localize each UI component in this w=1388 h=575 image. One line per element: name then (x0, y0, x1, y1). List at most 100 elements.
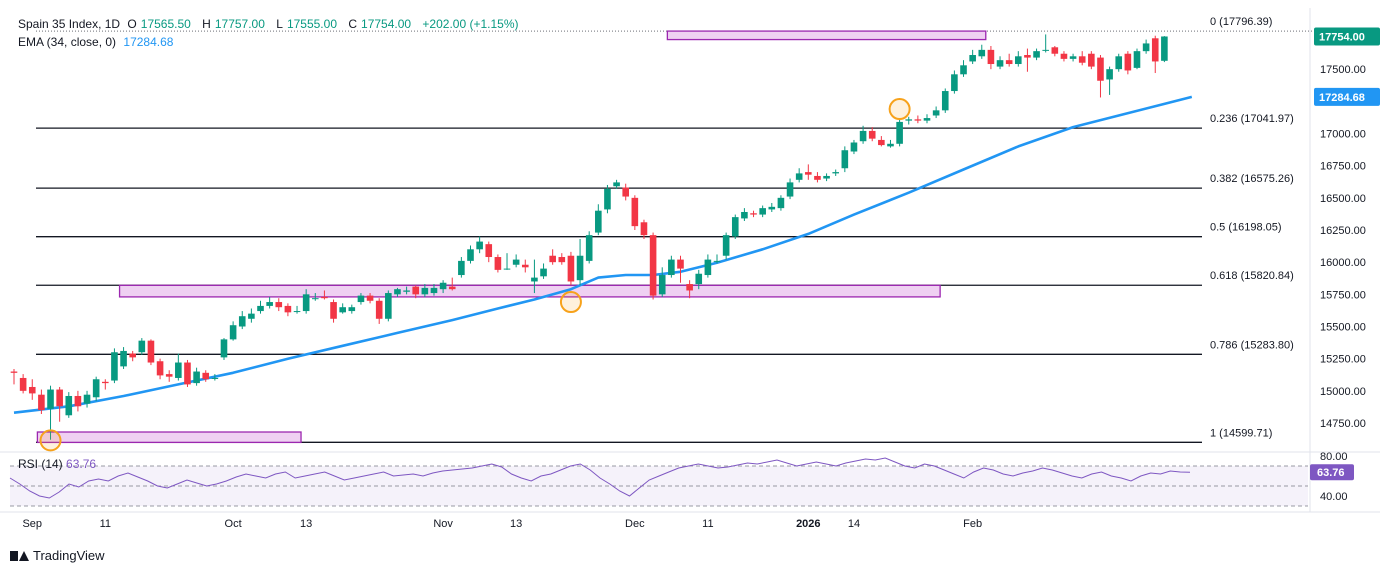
candle (129, 350, 136, 362)
candle-body (129, 353, 136, 358)
candle-body (138, 340, 146, 353)
candle-body (202, 372, 210, 380)
candle (476, 236, 483, 254)
candle-body (604, 188, 611, 210)
candle (750, 210, 757, 218)
candle-body (257, 305, 264, 312)
ema-value: 17284.68 (123, 35, 174, 49)
candle-body (339, 307, 346, 313)
candle (549, 249, 556, 265)
candle (859, 125, 867, 144)
symbol-name[interactable]: Spain 35 Index, 1D (18, 17, 121, 31)
candle-body (932, 110, 940, 116)
candle-body (613, 182, 620, 187)
candle-body (19, 377, 27, 391)
candle-body (1106, 69, 1113, 80)
candle-body (1151, 38, 1159, 62)
candle (321, 290, 328, 300)
price-tag (1314, 87, 1380, 106)
candle (604, 184, 611, 214)
candle-body (832, 172, 839, 174)
open-value: 17565.50 (140, 17, 191, 31)
candle (1033, 48, 1040, 61)
y-tick-label: 17000.00 (1320, 129, 1366, 141)
candle-body (805, 172, 812, 175)
candle-body (28, 386, 36, 394)
price-labels: 17754.00 17284.68 (1314, 27, 1380, 106)
rsi-value: 63.76 (66, 457, 97, 471)
candle-body (923, 118, 931, 121)
close-label: C (348, 17, 358, 31)
candle (567, 251, 575, 286)
candle (28, 379, 36, 400)
candle (1151, 35, 1159, 74)
candle-body (266, 302, 273, 306)
price-axis: 14750.00 15000.00 15250.00 15500.00 15750.00… (1309, 8, 1366, 512)
x-tick-label: Dec (625, 518, 645, 530)
candle-body (768, 206, 776, 210)
candle-body (558, 257, 566, 263)
candle (914, 115, 922, 124)
candle (1124, 51, 1132, 75)
candle (1088, 51, 1095, 70)
candle-body (74, 395, 82, 407)
candle-body (485, 244, 493, 258)
y-tick-label: 14750.00 (1320, 418, 1366, 430)
candle (38, 389, 45, 414)
fib-label: 0.236 (17041.97) (1210, 113, 1294, 125)
candle (686, 280, 693, 299)
candle (512, 254, 520, 268)
candle-body (731, 217, 739, 237)
candle (284, 303, 292, 317)
candle (138, 338, 146, 355)
candle-body (284, 305, 292, 313)
rsi-band (10, 466, 1308, 506)
candle (339, 303, 346, 314)
candle (412, 285, 420, 299)
candle (540, 263, 547, 279)
rsi-tick-label: 40.00 (1320, 491, 1348, 503)
candle (658, 267, 666, 297)
candle (960, 60, 967, 77)
candle (165, 370, 173, 382)
candle (640, 219, 648, 240)
candle (850, 139, 858, 155)
close-value: 17754.00 (361, 17, 412, 31)
candle-body (585, 235, 593, 261)
candle (814, 172, 821, 183)
candle-body (330, 302, 337, 319)
ema-legend[interactable]: EMA (34, close, 0) 17284.68 (18, 35, 177, 49)
candle (394, 287, 401, 297)
tradingview-logo[interactable]: TradingView (10, 548, 105, 563)
candle (193, 367, 200, 386)
candle-body (823, 175, 830, 179)
candle-body (421, 287, 429, 295)
candle-body (47, 389, 54, 409)
candle-body (850, 142, 858, 152)
candle-body (859, 130, 867, 142)
candle-body (1097, 57, 1104, 81)
candle-body (412, 286, 420, 295)
candle-body (229, 325, 237, 340)
candle-body (1115, 56, 1123, 70)
candle-body (1069, 56, 1077, 59)
fibonacci-levels: 0 (17796.39) 0.236 (17041.97) 0.382 (16575… (36, 16, 1380, 443)
candle (622, 183, 630, 201)
candle-body (120, 350, 127, 367)
candle-body (111, 352, 118, 381)
x-tick-label: Feb (963, 518, 982, 530)
candle (385, 290, 392, 322)
candle-body (10, 371, 18, 373)
x-tick-label: Nov (433, 518, 453, 530)
candle-body (302, 294, 310, 312)
candle-body (677, 259, 684, 269)
time-axis: Sep 11 Oct 13 Nov 13 Dec 11 2026 14 Feb (0, 511, 1380, 530)
candle-body (622, 187, 630, 197)
rsi-legend[interactable]: RSI (14) 63.76 (18, 457, 96, 471)
candle-body (394, 289, 401, 295)
zone-rect (36, 431, 302, 444)
candle-body (65, 395, 73, 416)
candle (759, 205, 766, 218)
candle (1015, 51, 1022, 67)
